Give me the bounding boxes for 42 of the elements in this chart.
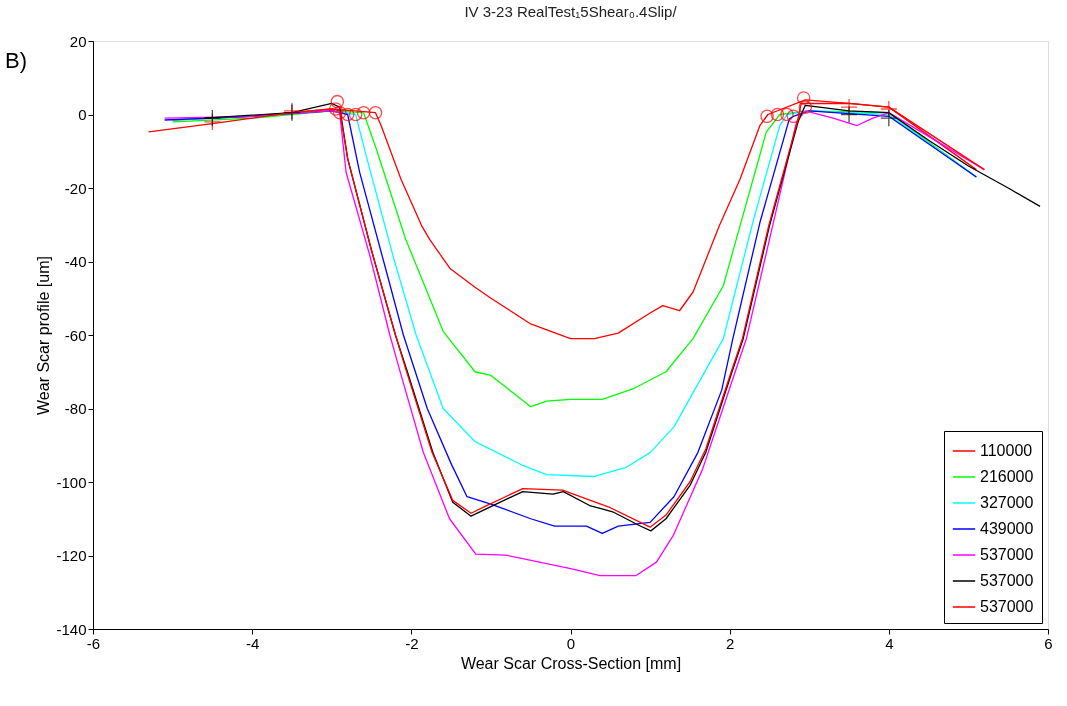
x-tick-label: 2 <box>725 634 735 652</box>
point <box>330 94 345 109</box>
legend-label: 537000 <box>980 546 1034 563</box>
y-tick-label: -80 <box>64 400 87 417</box>
point <box>332 105 347 120</box>
legend-label: 537000 <box>980 598 1034 615</box>
y-tick-label: -140 <box>56 620 87 638</box>
point <box>368 105 383 120</box>
y-tick-label: -100 <box>56 473 87 491</box>
point <box>356 105 371 120</box>
legend-label: 327000 <box>980 494 1034 511</box>
legend-label: 537000 <box>980 572 1034 589</box>
y-tick-label: -120 <box>56 547 87 564</box>
y-tick-label: -40 <box>64 253 87 270</box>
legend-label: 216000 <box>980 468 1034 485</box>
x-tick-label: 6 <box>1044 634 1053 652</box>
y-tick-label: 20 <box>69 32 87 50</box>
x-tick-label: -4 <box>245 634 260 652</box>
legend-label: 439000 <box>980 520 1034 537</box>
point <box>798 100 813 114</box>
point <box>880 109 898 127</box>
y-axis-title: Wear Scar profile [um] <box>35 256 53 415</box>
legend-label: 110000 <box>980 442 1033 459</box>
x-axis-title: Wear Scar Cross-Section [mm] <box>460 654 682 672</box>
y-tick-label: 0 <box>78 106 87 123</box>
x-tick-label: 4 <box>885 634 894 652</box>
point <box>760 109 774 124</box>
y-tick-label: -60 <box>64 326 87 344</box>
point <box>770 107 785 122</box>
point <box>780 107 794 122</box>
x-tick-label: -6 <box>86 634 101 652</box>
point <box>328 102 343 116</box>
chart-title: IV 3-23 RealTest₁5Shear₀.4Slip/ <box>464 3 678 20</box>
point <box>840 105 858 124</box>
point <box>348 107 363 122</box>
x-tick-label: -2 <box>405 634 419 652</box>
point <box>340 107 355 122</box>
text: B) <box>5 48 27 73</box>
point <box>796 91 811 105</box>
y-tick-label: -20 <box>64 179 87 197</box>
point <box>786 109 801 124</box>
x-tick-label: 0 <box>566 634 576 652</box>
